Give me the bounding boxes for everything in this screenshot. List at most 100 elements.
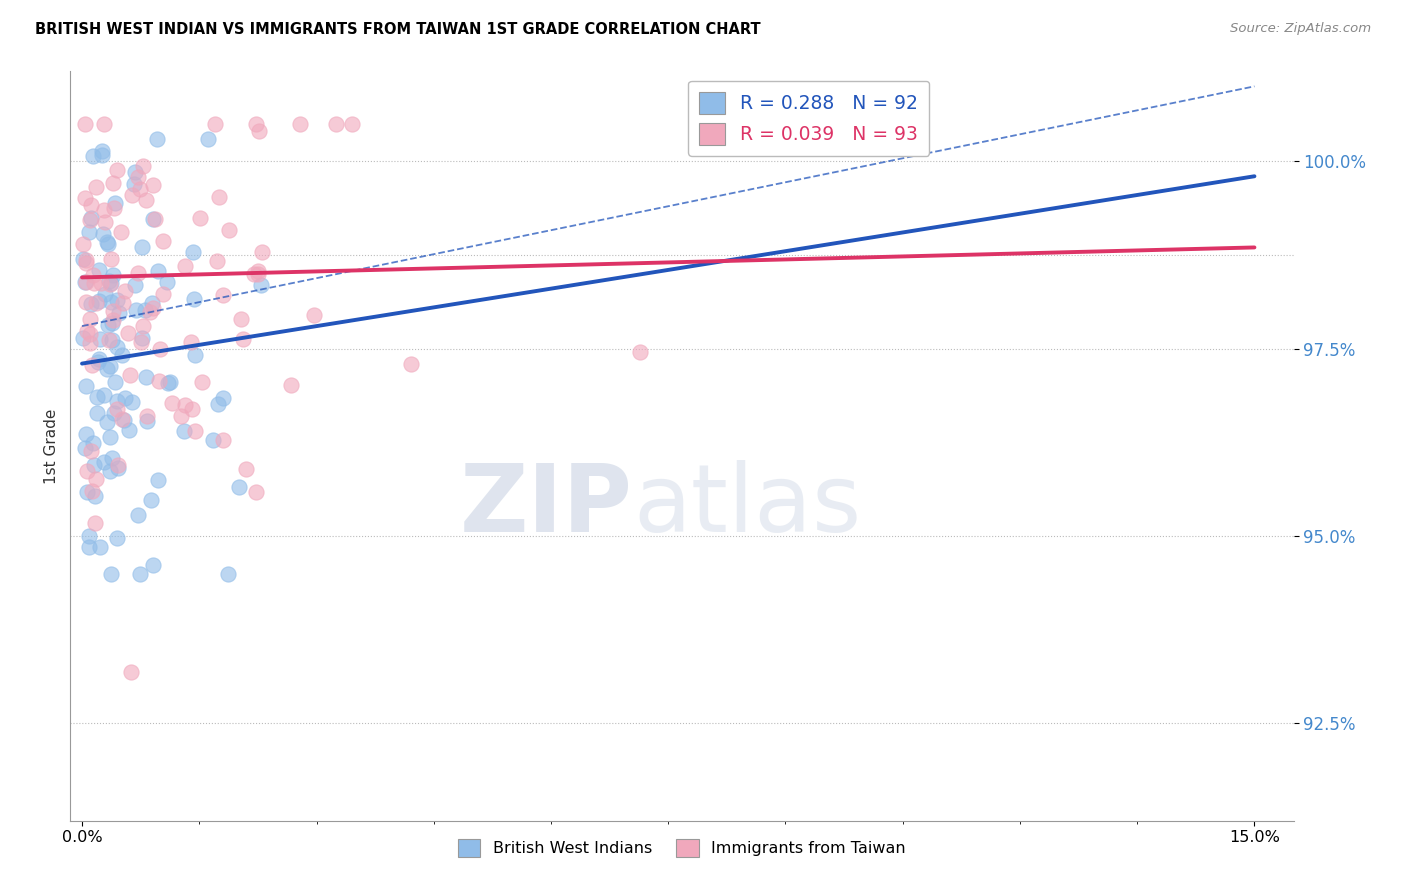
Point [129, 566, 152, 581]
Point [94, 214, 117, 228]
Point [79, 335, 101, 350]
Point [183, 292, 205, 306]
Point [79, 198, 101, 212]
Point [96, 415, 118, 429]
Point [108, 306, 131, 320]
Point [93, 202, 115, 217]
Point [112, 413, 135, 427]
Point [100, 252, 122, 266]
Point [82, 435, 104, 450]
Point [245, 484, 267, 499]
Point [105, 340, 128, 354]
Point [184, 348, 207, 362]
Point [93, 387, 115, 401]
Point [131, 331, 153, 345]
Point [75, 252, 97, 267]
Point [111, 347, 134, 361]
Point [118, 423, 141, 437]
Point [107, 461, 129, 475]
Point [250, 278, 273, 293]
Point [90, 148, 112, 162]
Point [111, 296, 134, 310]
Point [142, 178, 165, 192]
Point [86, 406, 108, 420]
Point [80, 358, 103, 372]
Point [197, 132, 219, 146]
Point [246, 267, 269, 281]
Point [87, 263, 110, 277]
Point [90, 276, 112, 290]
Point [129, 181, 152, 195]
Point [73, 191, 96, 205]
Point [111, 411, 134, 425]
Point [134, 303, 156, 318]
Point [98, 463, 121, 477]
Point [125, 303, 148, 318]
Point [152, 234, 174, 248]
Point [250, 245, 273, 260]
Point [101, 450, 124, 465]
Point [75, 256, 97, 270]
Point [121, 395, 143, 409]
Point [105, 531, 128, 545]
Point [75, 379, 97, 393]
Point [117, 326, 139, 340]
Point [93, 454, 115, 468]
Point [101, 316, 124, 330]
Point [83, 277, 105, 291]
Point [156, 275, 179, 289]
Point [89, 294, 111, 309]
Point [105, 401, 128, 416]
Point [86, 390, 108, 404]
Point [103, 313, 125, 327]
Point [181, 245, 204, 260]
Point [132, 159, 155, 173]
Point [135, 194, 157, 208]
Point [93, 117, 115, 131]
Point [79, 312, 101, 326]
Point [124, 164, 146, 178]
Point [245, 117, 267, 131]
Point [212, 287, 235, 301]
Point [207, 253, 229, 268]
Point [173, 259, 195, 273]
Point [100, 333, 122, 347]
Point [149, 343, 172, 357]
Point [136, 414, 159, 428]
Point [77, 528, 100, 542]
Point [82, 268, 104, 282]
Point [76, 464, 98, 478]
Point [80, 443, 103, 458]
Point [98, 430, 121, 444]
Point [211, 433, 233, 447]
Point [247, 264, 270, 278]
Point [188, 211, 211, 226]
Point [302, 308, 325, 322]
Point [79, 213, 101, 227]
Point [96, 361, 118, 376]
Point [162, 396, 184, 410]
Point [114, 391, 136, 405]
Point [75, 117, 97, 131]
Point [127, 169, 149, 184]
Point [89, 540, 111, 554]
Point [103, 406, 125, 420]
Point [79, 211, 101, 225]
Text: atlas: atlas [633, 460, 862, 552]
Point [89, 332, 111, 346]
Point [131, 319, 153, 334]
Point [76, 485, 98, 500]
Point [228, 481, 250, 495]
Point [110, 225, 132, 239]
Point [75, 275, 97, 289]
Point [105, 394, 128, 409]
Point [83, 458, 105, 473]
Point [72, 237, 94, 252]
Point [142, 211, 165, 226]
Point [84, 295, 107, 310]
Point [243, 267, 266, 281]
Point [114, 285, 136, 299]
Point [280, 378, 302, 392]
Point [202, 433, 225, 447]
Point [77, 540, 100, 554]
